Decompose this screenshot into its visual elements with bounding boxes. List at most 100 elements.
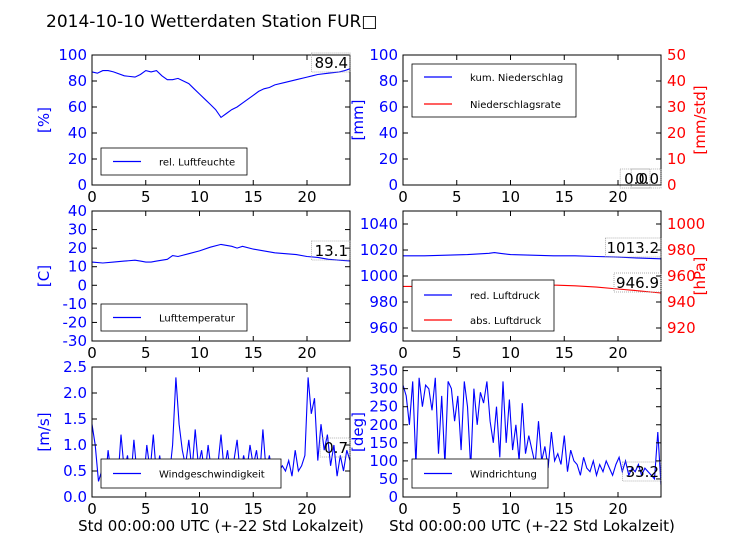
x-tick-label: 5 [141,188,151,206]
y-tick-label: 0.0 [63,488,87,506]
y-tick-label: 200 [369,416,398,434]
x-tick-label: 5 [141,500,151,518]
value-readout-box [619,168,651,189]
x-tick-label: 20 [297,188,316,206]
y-tick-label: -30 [63,332,88,350]
y-tick-label: 0 [77,176,87,194]
series-line-wind-speed-0 [92,377,350,488]
value-readout-box [319,437,351,458]
y-tick-label: 100 [369,452,398,470]
y-tick-label: 1000 [360,267,398,285]
legend-label: abs. Luftdruck [470,316,541,327]
y-tick-label: -20 [63,313,88,331]
x-tick-label: 20 [608,344,627,362]
value-readout: 89.4 [315,54,348,72]
x-tick-label: 5 [452,500,462,518]
y-tick-label: 250 [369,398,398,416]
value-readout: 13.1 [315,242,348,260]
x-tick-label: 20 [297,344,316,362]
y-tick-label: 50 [379,470,398,488]
y-tick-label: 0 [77,276,87,294]
y-tick-label: 150 [369,434,398,452]
y2-tick-label: 920 [667,319,696,337]
y2-tick-label: 50 [667,46,686,64]
x-tick-label: 15 [555,500,574,518]
y2-tick-label: 10 [667,150,686,168]
y2-tick-label: 960 [667,267,696,285]
value-readout-box [311,240,351,261]
y-tick-label: 10 [68,258,87,276]
y-tick-label: 40 [68,124,87,142]
y-tick-label: 0.5 [63,462,87,480]
y-tick-label: 0 [388,488,398,506]
y-tick-label: 350 [369,362,398,380]
x-axis-label: Std 00:00:00 UTC (+-22 Std Lokalzeit) [389,517,675,535]
x-tick-label: 0 [398,188,408,206]
legend-label: Lufttemperatur [159,314,236,325]
y-tick-label: 1.5 [63,410,87,428]
value-readout-2: 0.0 [635,170,659,188]
x-tick-label: 15 [555,188,574,206]
x-tick-label: 15 [555,344,574,362]
x-tick-label: 10 [501,500,520,518]
y-tick-label: 0 [388,176,398,194]
x-tick-label: 5 [452,344,462,362]
x-tick-label: 10 [501,344,520,362]
y-tick-label: 20 [68,150,87,168]
y2-tick-label: 40 [667,72,686,90]
series-line-wind-direction-0 [403,377,661,486]
figure-title: 2014-10-10 Wetterdaten Station FUR□ [46,12,377,32]
legend-box [411,63,577,118]
x-tick-label: 15 [244,188,263,206]
value-readout-box [311,52,351,73]
plot-frame-humidity [91,54,351,186]
x-axis-label: Std 00:00:00 UTC (+-22 Std Lokalzeit) [78,517,364,535]
x-tick-label: 10 [190,344,209,362]
y-axis-label: [mm] [349,100,367,141]
y-tick-label: 300 [369,380,398,398]
x-tick-label: 10 [190,500,209,518]
value-readout-box [622,461,662,482]
y2-axis-label: [hPa] [691,257,709,296]
value-readout-box [605,237,662,258]
y2-tick-label: 940 [667,293,696,311]
y-tick-label: 40 [68,202,87,220]
y2-tick-label: 1000 [667,215,705,233]
legend-label: Windgeschwindigkeit [159,470,265,481]
y-axis-label: [m/s] [35,412,53,451]
y-axis-label: [%] [35,107,53,133]
y2-tick-label: 20 [667,124,686,142]
y-tick-label: 20 [379,150,398,168]
value-readout-2-box [630,168,662,189]
legend-label: Niederschlagsrate [470,100,561,111]
value-readout: 33.2 [626,463,659,481]
x-tick-label: 20 [608,500,627,518]
x-tick-label: 10 [190,188,209,206]
x-tick-label: 0 [398,500,408,518]
x-tick-label: 15 [244,344,263,362]
x-tick-label: 0 [87,188,97,206]
value-readout: 0.0 [624,170,648,188]
x-tick-label: 0 [87,344,97,362]
plot-frame-wind-speed [91,366,351,498]
y-tick-label: -10 [63,295,88,313]
y-tick-label: 40 [379,124,398,142]
y-tick-label: 100 [369,46,398,64]
x-tick-label: 20 [297,500,316,518]
y-tick-label: 100 [58,46,87,64]
legend-label: rel. Luftfeuchte [159,158,235,169]
series-line-temperature-0 [92,243,350,264]
y-tick-label: 1020 [360,241,398,259]
plot-frame-precip [402,54,662,186]
y-axis-label: [deg] [349,412,367,452]
y-axis-label: [C] [35,265,53,287]
y-tick-label: 60 [379,98,398,116]
value-readout: 0.7 [324,439,348,457]
value-readout: 1013.2 [607,239,660,257]
x-tick-label: 5 [452,188,462,206]
y-tick-label: 80 [379,72,398,90]
y-tick-label: 80 [68,72,87,90]
value-readout-2-box [613,272,662,293]
x-tick-label: 20 [608,188,627,206]
y-tick-label: 960 [369,319,398,337]
